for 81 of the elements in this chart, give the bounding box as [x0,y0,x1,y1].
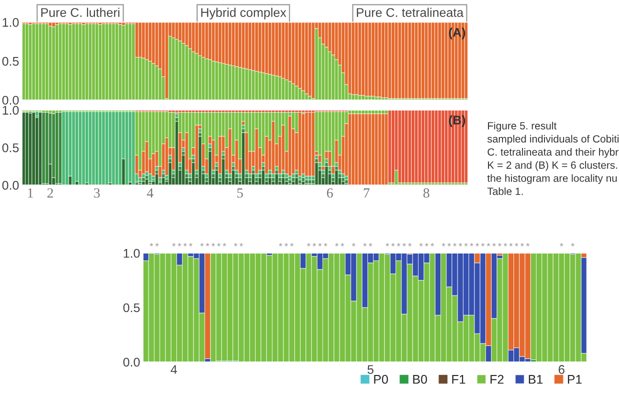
data-label: * [340,242,344,246]
data-label: * [470,242,474,246]
data-label: * [453,242,457,246]
legend-label: B0 [413,374,427,384]
data-label: * [464,242,468,246]
data-label: * [335,242,339,246]
y-tick-label: 0.0 [2,96,19,105]
x-tick-label: Hybrid complex [201,8,286,20]
legend-label: P0 [374,374,388,384]
x-tick-label: 5 [237,188,243,198]
x-tick-label: Pure C. tetralineata [356,8,464,17]
data-label: * [178,242,182,246]
data-label: * [324,242,328,246]
data-label: * [504,242,508,246]
data-label: * [318,242,322,246]
x-tick-label: 7 [364,188,370,198]
legend-label: F1 [452,375,466,384]
x-tick-label: 3 [94,188,100,198]
data-label: * [447,242,451,246]
data-label: * [222,242,226,246]
data-label: * [560,242,564,246]
y-tick-label: 1.0 [2,106,19,115]
data-label: * [155,242,159,246]
y-tick-label: 0.0 [2,180,19,190]
data-label: * [419,242,423,246]
data-label: * [150,242,154,246]
x-tick-label: 1 [28,188,33,198]
caption: Figure 5. result sampled individuals of Cobiti C. tetralineata and their hybr K = 2 and (B) K = 6 clusters. the histogram are locality nu Table 1. [487,122,618,196]
x-tick-label: 4 [170,365,177,374]
data-label: * [234,242,238,246]
data-label: * [172,242,176,246]
x-tick-label: 6 [326,188,333,198]
data-label: * [520,242,524,246]
y-tick-label: 0.5 [2,56,19,66]
y-tick-label: 0.0 [123,358,140,367]
legend-label: B1 [528,375,543,384]
x-tick-label: 4 [146,188,154,198]
data-label: * [284,242,288,246]
data-label: * [430,242,434,246]
data-label: * [386,242,390,246]
data-label: * [189,242,192,246]
x-tick-label: 5 [368,365,374,374]
legend-label: F2 [490,374,504,384]
data-label: * [217,242,221,246]
data-label: * [442,242,446,246]
data-label: * [183,242,187,246]
data-label: * [240,242,244,246]
data-label: * [402,242,406,246]
data-label: * [368,242,372,246]
data-label: * [352,242,356,246]
data-label: * [290,242,294,246]
data-label: * [312,242,316,246]
x-tick-label: Pure C. lutheri [41,8,120,17]
data-label: * [481,242,485,246]
y-tick-label: 0.5 [2,143,19,152]
data-label: * [476,242,479,246]
y-tick-label: 0.5 [123,303,140,312]
data-label: * [486,242,490,246]
data-label: * [571,242,575,246]
data-label: * [396,242,400,246]
data-label: * [424,242,428,246]
x-tick-label: 2 [47,188,53,198]
data-label: * [200,242,204,246]
data-label: * [509,242,513,246]
data-label: * [306,242,310,246]
legend-label: P1 [568,375,582,384]
data-label: * [498,242,502,246]
data-label: * [206,242,210,246]
x-tick-label: 8 [423,188,430,198]
data-label: * [514,242,518,246]
data-label: * [526,242,530,246]
data-label: * [391,242,395,246]
data-label: * [363,242,367,246]
x-tick-label: 6 [558,365,564,374]
data-label: * [211,242,215,246]
y-tick-label: 1.0 [2,18,19,27]
y-tick-label: 1.0 [124,248,140,258]
data-label: * [492,242,496,246]
data-label: * [408,242,412,246]
data-label: * [278,242,282,246]
data-label: * [458,242,462,246]
